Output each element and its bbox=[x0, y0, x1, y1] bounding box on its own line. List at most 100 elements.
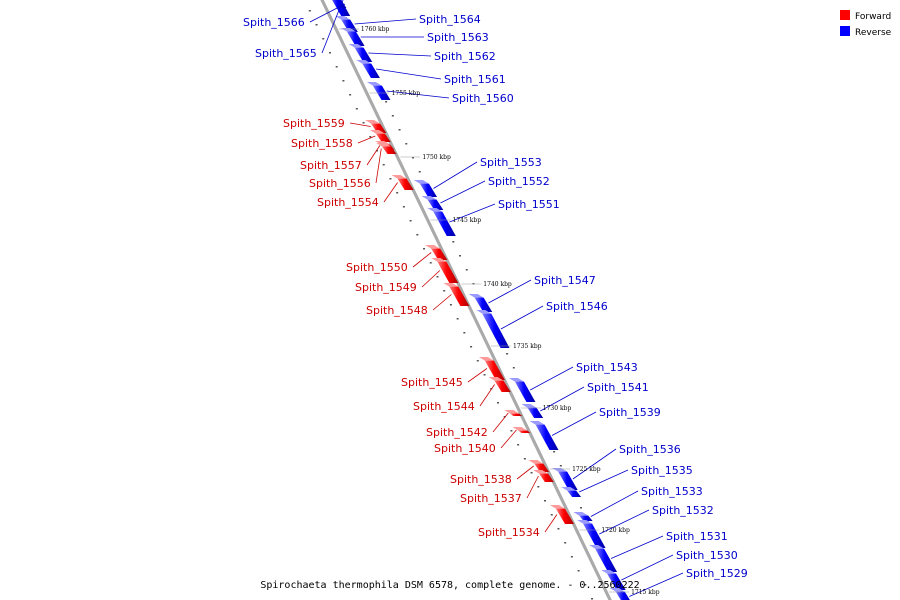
forward-strand-dot bbox=[308, 10, 311, 12]
gene-label[interactable]: Spith_1559 bbox=[283, 117, 345, 130]
gene-label[interactable]: Spith_1566 bbox=[243, 16, 305, 29]
gene-spith-1544[interactable] bbox=[488, 377, 511, 392]
gene-spith-1556[interactable] bbox=[376, 143, 397, 154]
gene-label[interactable]: Spith_1535 bbox=[631, 464, 693, 477]
gene-spith-1561[interactable] bbox=[356, 60, 380, 78]
gene-label[interactable]: Spith_1545 bbox=[401, 376, 463, 389]
gene-spith-1539[interactable] bbox=[529, 421, 559, 450]
gene-block-face bbox=[607, 573, 626, 590]
gene-spith-1546[interactable] bbox=[476, 310, 510, 348]
gene-label[interactable]: Spith_1546 bbox=[546, 300, 608, 313]
gene-block-bevel bbox=[529, 421, 545, 425]
gene-label[interactable]: Spith_1557 bbox=[300, 159, 362, 172]
gene-spith-1545[interactable] bbox=[478, 357, 505, 380]
gene-label[interactable]: Spith_1563 bbox=[427, 31, 489, 44]
gene-label[interactable]: Spith_1544 bbox=[413, 400, 475, 413]
gene-spith-1553[interactable] bbox=[413, 180, 438, 197]
gene-label[interactable]: Spith_1530 bbox=[676, 549, 738, 562]
gene-label[interactable]: Spith_1542 bbox=[426, 426, 488, 439]
gene-spith-1552[interactable] bbox=[421, 196, 444, 210]
gene-spith-1537[interactable] bbox=[533, 470, 554, 482]
gene-spith-1529[interactable] bbox=[609, 588, 633, 600]
gene-label[interactable]: Spith_1556 bbox=[309, 177, 371, 190]
gene-block-bevel bbox=[431, 258, 447, 262]
gene-label[interactable]: Spith_1565 bbox=[255, 47, 317, 60]
gene-label[interactable]: Spith_1539 bbox=[599, 406, 661, 419]
gene-label[interactable]: Spith_1532 bbox=[652, 504, 714, 517]
gene-label[interactable]: Spith_1529 bbox=[686, 567, 748, 580]
gene-spith-1543[interactable] bbox=[508, 378, 536, 402]
gene-spith-1548[interactable] bbox=[443, 283, 470, 306]
gene-spith-1530[interactable] bbox=[601, 570, 626, 590]
gene-label[interactable]: Spith_1553 bbox=[480, 156, 542, 169]
gene-label[interactable]: Spith_1536 bbox=[619, 443, 681, 456]
gene-label[interactable]: Spith_1560 bbox=[452, 92, 514, 105]
gene-spith-1550[interactable] bbox=[425, 245, 448, 260]
gene-spith-1562[interactable] bbox=[348, 44, 373, 62]
reverse-strand-dot bbox=[553, 451, 556, 453]
gene-spith-1532[interactable] bbox=[577, 520, 606, 548]
gene-spith-1531[interactable] bbox=[589, 545, 618, 572]
gene-label[interactable]: Spith_1548 bbox=[366, 304, 428, 317]
gene-spith-1538[interactable] bbox=[528, 460, 550, 472]
gene-label[interactable]: Spith_1540 bbox=[434, 442, 496, 455]
gene-label[interactable]: Spith_1551 bbox=[498, 198, 560, 211]
forward-strand-dot bbox=[328, 52, 331, 54]
gene-label[interactable]: Spith_1550 bbox=[346, 261, 408, 274]
gene-label[interactable]: Spith_1533 bbox=[641, 485, 703, 498]
forward-strand-dot bbox=[470, 346, 473, 348]
gene-spith-1547[interactable] bbox=[468, 294, 493, 312]
gene-block-bevel bbox=[366, 82, 382, 86]
forward-strand-dot bbox=[416, 234, 419, 236]
gene-block-face bbox=[615, 591, 630, 600]
legend-reverse-label: Reverse bbox=[855, 28, 892, 38]
legend-forward-swatch bbox=[840, 10, 850, 20]
gene-spith-1535[interactable] bbox=[561, 487, 582, 497]
gene-block-face bbox=[354, 47, 373, 62]
gene-label[interactable]: Spith_1531 bbox=[666, 530, 728, 543]
leader-line bbox=[368, 52, 432, 57]
gene-label[interactable]: Spith_1564 bbox=[419, 13, 481, 26]
gene-label[interactable]: Spith_1552 bbox=[488, 175, 550, 188]
gene-label[interactable]: Spith_1541 bbox=[587, 381, 649, 394]
gene-block-bevel bbox=[589, 545, 605, 549]
gene-spith-1565[interactable] bbox=[324, 0, 347, 8]
gene-spith-1540[interactable] bbox=[512, 427, 531, 433]
gene-spith-1558[interactable] bbox=[369, 130, 391, 142]
gene-label[interactable]: Spith_1543 bbox=[576, 361, 638, 374]
gene-block-bevel bbox=[335, 16, 351, 20]
forward-strand-dot bbox=[496, 402, 499, 404]
gene-spith-1534[interactable] bbox=[549, 505, 575, 524]
gene-label[interactable]: Spith_1537 bbox=[460, 492, 522, 505]
gene-block-face bbox=[514, 381, 536, 402]
gene-spith-1542[interactable] bbox=[504, 410, 523, 416]
reverse-strand-dot bbox=[391, 115, 394, 117]
gene-spith-1559[interactable] bbox=[365, 120, 387, 133]
gene-blocks bbox=[324, 0, 633, 600]
gene-label[interactable]: Spith_1538 bbox=[450, 473, 512, 486]
gene-label[interactable]: Spith_1558 bbox=[291, 137, 353, 150]
kbp-label: 1715 kbp bbox=[631, 589, 660, 596]
reverse-strand-dot bbox=[506, 353, 509, 355]
gene-block-face bbox=[535, 424, 559, 450]
leader-line bbox=[479, 384, 495, 407]
leader-line bbox=[433, 161, 478, 189]
gene-label[interactable]: Spith_1547 bbox=[534, 274, 596, 287]
forward-strand-dot bbox=[349, 94, 352, 96]
forward-strand-dot bbox=[402, 206, 405, 208]
gene-block-bevel bbox=[365, 120, 381, 124]
gene-block-face bbox=[433, 211, 456, 236]
gene-spith-1549[interactable] bbox=[431, 258, 459, 283]
gene-label[interactable]: Spith_1534 bbox=[478, 526, 540, 539]
gene-spith-1551[interactable] bbox=[427, 208, 456, 236]
forward-strand-dot bbox=[382, 164, 385, 166]
gene-label[interactable]: Spith_1549 bbox=[355, 281, 417, 294]
gene-label[interactable]: Spith_1561 bbox=[444, 73, 506, 86]
gene-block-bevel bbox=[577, 520, 593, 524]
gene-spith-1533[interactable] bbox=[573, 512, 593, 521]
gene-spith-1554[interactable] bbox=[391, 175, 414, 190]
gene-spith-1541[interactable] bbox=[521, 404, 544, 418]
gene-label[interactable]: Spith_1562 bbox=[434, 50, 496, 63]
gene-block-bevel bbox=[443, 283, 459, 287]
gene-label[interactable]: Spith_1554 bbox=[317, 196, 379, 209]
